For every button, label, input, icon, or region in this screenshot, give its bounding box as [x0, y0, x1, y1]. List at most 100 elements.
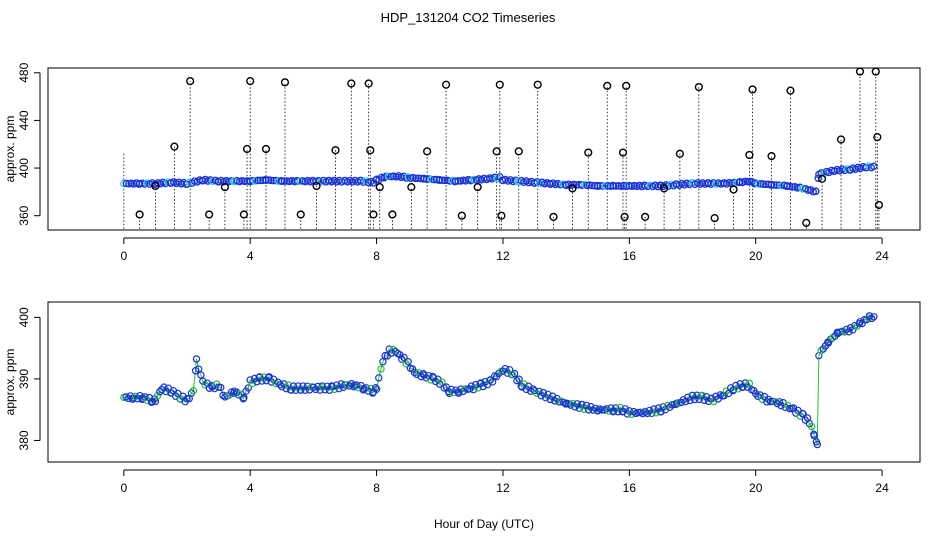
data-point: [775, 398, 784, 406]
outlier-point: [347, 79, 356, 88]
data-point: [291, 386, 300, 395]
y-tick-label: 360: [17, 205, 31, 225]
data-point: [255, 373, 264, 381]
outlier-point: [874, 200, 884, 210]
y-tick-label: 440: [17, 110, 31, 130]
data-point: [601, 182, 610, 190]
data-point: [427, 175, 436, 184]
outlier-point: [603, 81, 612, 90]
data-point: [849, 326, 857, 334]
data-point: [741, 177, 749, 186]
data-point: [648, 409, 656, 418]
data-point: [278, 177, 286, 186]
data-point: [120, 179, 128, 188]
outlier-point: [748, 85, 757, 94]
outlier-stems: [123, 71, 880, 229]
outlier-point: [675, 149, 684, 158]
x-tick-label: 12: [496, 481, 510, 495]
data-point: [445, 389, 453, 397]
x-tick-label: 8: [373, 249, 380, 263]
data-point: [650, 405, 658, 413]
outlier-point: [473, 183, 482, 192]
data-point: [422, 175, 431, 184]
outlier-point: [242, 144, 252, 154]
data-point: [280, 177, 289, 185]
outlier-point: [239, 210, 248, 219]
data-point: [781, 403, 790, 412]
data-point: [783, 182, 792, 190]
x-tick-label: 12: [496, 249, 510, 263]
x-tick-label: 16: [623, 481, 637, 495]
data-point: [400, 353, 408, 362]
data-point: [596, 181, 605, 190]
outlier-point: [366, 146, 375, 155]
series-main: [120, 162, 878, 196]
data-point: [380, 173, 388, 182]
data-point: [402, 360, 410, 368]
outlier-point: [457, 211, 466, 220]
data-point: [860, 316, 869, 324]
detail-line: [123, 314, 875, 445]
data-point: [389, 345, 398, 354]
data-point: [422, 374, 430, 382]
x-tick-label: 8: [373, 481, 380, 495]
outlier-point: [261, 144, 271, 154]
outlier-point: [497, 211, 506, 220]
y-axis-label: approx. ppm: [3, 349, 17, 416]
data-point: [583, 181, 591, 190]
outlier-point: [135, 210, 144, 219]
data-point: [770, 181, 778, 189]
data-point: [410, 368, 419, 377]
outlier-point: [205, 210, 214, 219]
data-point: [688, 391, 697, 400]
data-point: [199, 377, 207, 385]
outlier-point: [375, 183, 384, 192]
outlier-point: [549, 212, 558, 221]
data-point: [756, 391, 764, 399]
outlier-point: [407, 183, 416, 192]
outlier-point: [246, 77, 255, 86]
data-point: [846, 324, 855, 332]
data-point: [858, 319, 866, 328]
data-point: [454, 177, 462, 185]
data-point: [287, 386, 295, 394]
data-point: [254, 176, 262, 185]
data-point: [745, 379, 754, 388]
data-point: [488, 378, 497, 386]
outlier-point: [873, 132, 882, 142]
data-point: [867, 314, 876, 323]
data-point: [301, 386, 309, 394]
data-point: [404, 358, 412, 366]
data-point: [333, 381, 341, 389]
outlier-point: [802, 218, 811, 227]
data-point: [429, 374, 438, 382]
data-point: [811, 187, 820, 195]
outlier-point: [312, 181, 321, 191]
data-point: [759, 180, 768, 188]
data-point: [772, 181, 781, 189]
outlier-point: [151, 181, 160, 191]
x-tick-label: 20: [749, 249, 763, 263]
data-point: [799, 184, 807, 193]
data-point: [614, 408, 622, 416]
data-point: [870, 313, 878, 321]
outlier-point: [641, 212, 650, 221]
data-point: [385, 345, 393, 353]
data-point: [609, 182, 618, 190]
data-point: [814, 174, 823, 183]
x-tick-label: 0: [120, 249, 127, 263]
data-point: [807, 422, 816, 431]
y-tick-label: 380: [17, 430, 31, 450]
x-axis-label: Hour of Day (UTC): [434, 517, 534, 531]
data-point: [515, 375, 523, 383]
data-point: [764, 395, 773, 403]
outlier-point: [659, 184, 669, 193]
data-point: [771, 397, 779, 406]
x-tick-label: 4: [247, 481, 254, 495]
data-point: [612, 182, 620, 190]
data-point: [309, 383, 318, 392]
data-point: [375, 374, 383, 382]
data-point: [870, 162, 878, 170]
data-point: [297, 386, 305, 394]
outlier-point: [369, 210, 378, 219]
